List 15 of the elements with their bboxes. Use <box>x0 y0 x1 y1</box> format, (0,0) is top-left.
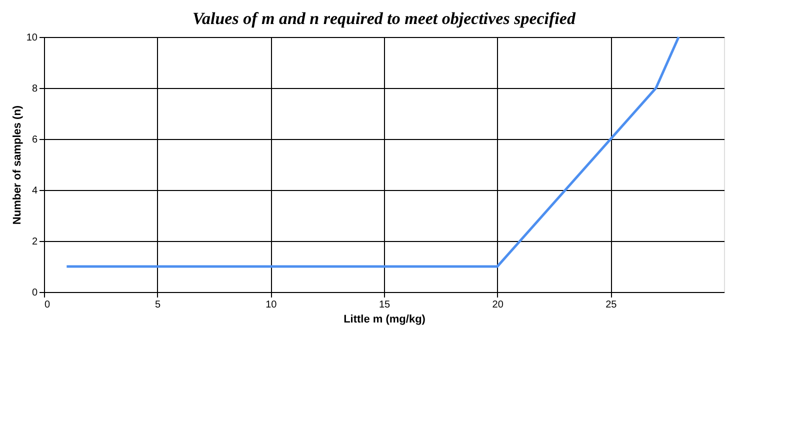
chart-title: Values of m and n required to meet objectives specified <box>192 9 576 28</box>
x-tick-label: 10 <box>266 300 278 310</box>
x-tick-label: 0 <box>44 300 50 310</box>
y-axis-title: Number of samples (n) <box>11 105 24 225</box>
y-tick-label: 4 <box>32 186 38 196</box>
y-tick-label: 0 <box>32 288 38 298</box>
y-tick-label: 10 <box>26 32 38 44</box>
x-axis-title: Little m (mg/kg) <box>344 314 426 326</box>
y-tick-label: 6 <box>32 134 38 146</box>
x-tick-label: 5 <box>155 300 162 310</box>
y-tick-label: 8 <box>32 84 38 94</box>
x-tick-label: 25 <box>606 300 618 310</box>
x-tick-label: 20 <box>492 300 504 310</box>
x-tick-label: 15 <box>378 300 390 310</box>
y-tick-label: 2 <box>32 236 38 248</box>
